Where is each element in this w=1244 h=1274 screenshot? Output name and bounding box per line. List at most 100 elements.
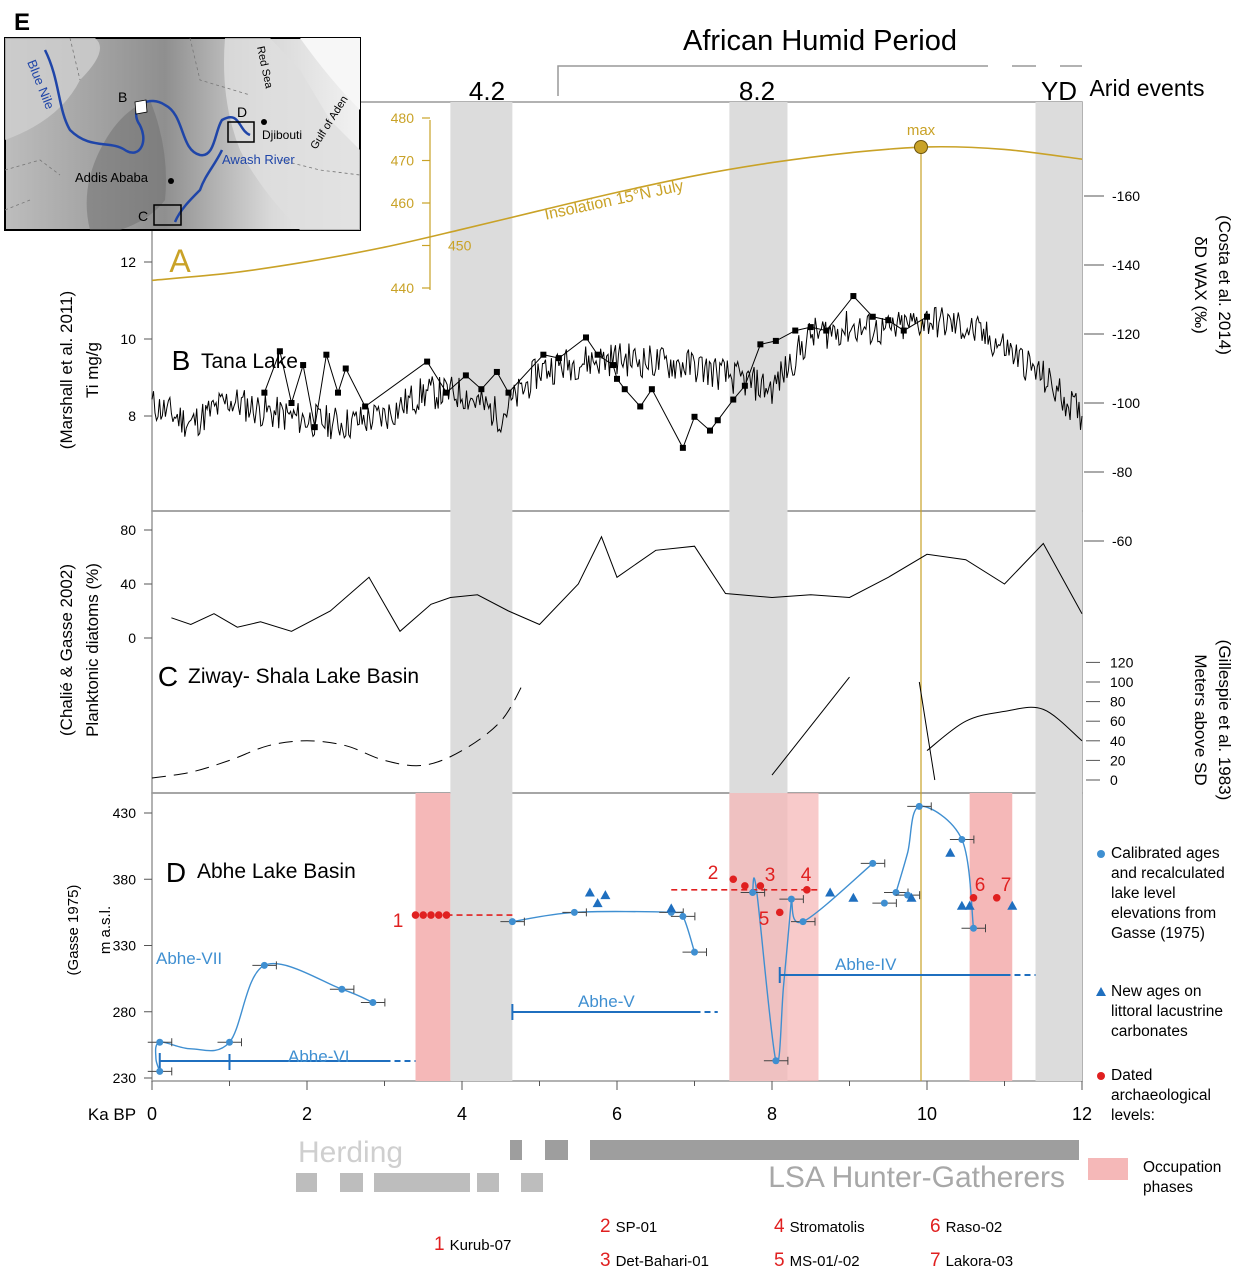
site-entry-number: 2 (600, 1216, 611, 1237)
ddwax-point (850, 293, 856, 299)
diatoms-tick-label: 80 (120, 522, 136, 538)
archaeological-level-dot (741, 882, 749, 890)
site-entry-number: 3 (600, 1250, 611, 1271)
legend: Calibrated ages and recalculated lake le… (1088, 845, 1229, 1196)
ddwax-point (583, 334, 589, 340)
ddwax-tick-label: -80 (1112, 464, 1132, 480)
abhe-tick-label: 230 (113, 1070, 137, 1086)
lake-level-lines (152, 677, 1082, 780)
site-entry-name: Kurub-07 (450, 1237, 512, 1254)
ddwax-point (362, 403, 368, 409)
abhe-curves (156, 806, 1036, 1071)
event-8-2-label: 8.2 (739, 76, 775, 106)
occupation-band-2 (970, 793, 1013, 1081)
abhe-age-point (156, 1068, 163, 1075)
ddwax-point (614, 376, 620, 382)
humid-period-title: African Humid Period (683, 25, 957, 57)
abhe-age-point (261, 962, 268, 969)
abhe-age-point (338, 986, 345, 993)
herding-bars (296, 1173, 543, 1192)
ddwax-point (424, 359, 430, 365)
abhe-age-point (156, 1039, 163, 1046)
ddwax-tick-label: -140 (1112, 257, 1140, 273)
ddwax-point (261, 390, 267, 396)
diatoms-axis-source: (Chalié & Gasse 2002) (57, 564, 76, 736)
ddwax-point (343, 366, 349, 372)
ddwax-line (264, 296, 927, 448)
panel-d-letter: D (166, 857, 186, 888)
abhe-age-point (958, 836, 965, 843)
ddwax-tick-label: -100 (1112, 395, 1140, 411)
insolation-tick-label: 470 (391, 153, 415, 169)
map-label-addis-ababa: Addis Ababa (75, 170, 149, 185)
ddwax-point (637, 403, 643, 409)
ti-axis-source: (Marshall et al. 2011) (57, 291, 76, 449)
lake-level-tick-label: 120 (1110, 654, 1134, 670)
max-label: max (907, 122, 936, 139)
arid-band-2 (1036, 102, 1083, 1081)
archaeological-level-dot (435, 911, 443, 919)
ddwax-point (463, 372, 469, 378)
site-entry-4: 4 Stromatolis (774, 1216, 865, 1237)
lsa-bars (510, 1140, 1079, 1160)
diatoms-axis-label: Planktonic diatoms (%) (83, 563, 102, 737)
abhe-age-point (509, 918, 516, 925)
map-label-awash-river: Awash River (222, 152, 295, 167)
phase-abhe-v: Abhe-V (578, 992, 635, 1011)
event-4-2-label: 4.2 (469, 76, 505, 106)
abhe-axis-label: m a.s.l. (97, 906, 114, 954)
carbonate-age-triangle (945, 848, 955, 857)
lake-level-tick-label: 40 (1110, 733, 1126, 749)
abhe-age-point (691, 949, 698, 956)
site-entry-name: Lakora-03 (946, 1253, 1014, 1270)
carbonate-age-triangle (848, 893, 858, 902)
site-entry-name: Det-Bahari-01 (616, 1253, 709, 1270)
abhe-tick-label: 280 (113, 1004, 137, 1020)
archaeological-level-dot (993, 894, 1001, 902)
legend-triangle-text: New ages on littoral lacustrine carbonat… (1111, 983, 1227, 1040)
site-entry-number: 5 (774, 1250, 785, 1271)
site-number-6: 6 (975, 875, 986, 896)
ti-tick-label: 8 (128, 408, 136, 424)
abhe-markers (148, 802, 1018, 1075)
insolation-tick-label: 480 (391, 110, 415, 126)
site-entry-6: 6 Raso-02 (930, 1216, 1002, 1237)
event-yd-label: YD (1041, 76, 1077, 106)
site-entry-number: 4 (774, 1216, 785, 1237)
x-tick-label: 4 (457, 1104, 467, 1124)
abhe-age-point (369, 999, 376, 1006)
site-entry-name: MS-01/-02 (790, 1253, 860, 1270)
diatoms-axis: 80400 (120, 522, 152, 646)
herding-label: Herding (298, 1136, 403, 1169)
abhe-age-point (788, 896, 795, 903)
abhe-tick-label: 330 (113, 938, 137, 954)
insolation-tick-label: 450 (448, 238, 472, 254)
panel-c-title: Ziway- Shala Lake Basin (188, 665, 419, 688)
lsa-label: LSA Hunter-Gatherers (768, 1161, 1065, 1194)
site-entry-number: 1 (434, 1234, 445, 1255)
insolation-tick-label: 460 (391, 195, 415, 211)
panel-b-title: Tana Lake (201, 350, 298, 373)
ddwax-points (261, 293, 930, 451)
carbonate-age-triangle (585, 888, 595, 897)
insolation-tick-label: 440 (391, 280, 415, 296)
site-entry-2: 2 SP-01 (600, 1216, 657, 1237)
abhe-age-point (800, 918, 807, 925)
ddwax-point (649, 386, 655, 392)
ddwax-tick-label: -160 (1112, 188, 1140, 204)
ddwax-point (692, 414, 698, 420)
legend-occupation-text: Occupation phases (1143, 1159, 1226, 1196)
legend-circle-marker (1097, 850, 1105, 858)
x-tick-label: 12 (1072, 1104, 1092, 1124)
lake-level-axis: 120100806040200 (1086, 654, 1134, 788)
lake-level-tick-label: 0 (1110, 772, 1118, 788)
lake-level-tick-label: 80 (1110, 694, 1126, 710)
ddwax-point (715, 417, 721, 423)
map-inset: E Blue Nile Red Sea Gulf of Aden Djibout… (5, 9, 360, 230)
x-tick-label: 8 (767, 1104, 777, 1124)
site-entry-7: 7 Lakora-03 (930, 1250, 1013, 1271)
ddwax-point (622, 386, 628, 392)
diatoms-tick-label: 0 (128, 630, 136, 646)
archaeological-level-dot (729, 875, 737, 883)
